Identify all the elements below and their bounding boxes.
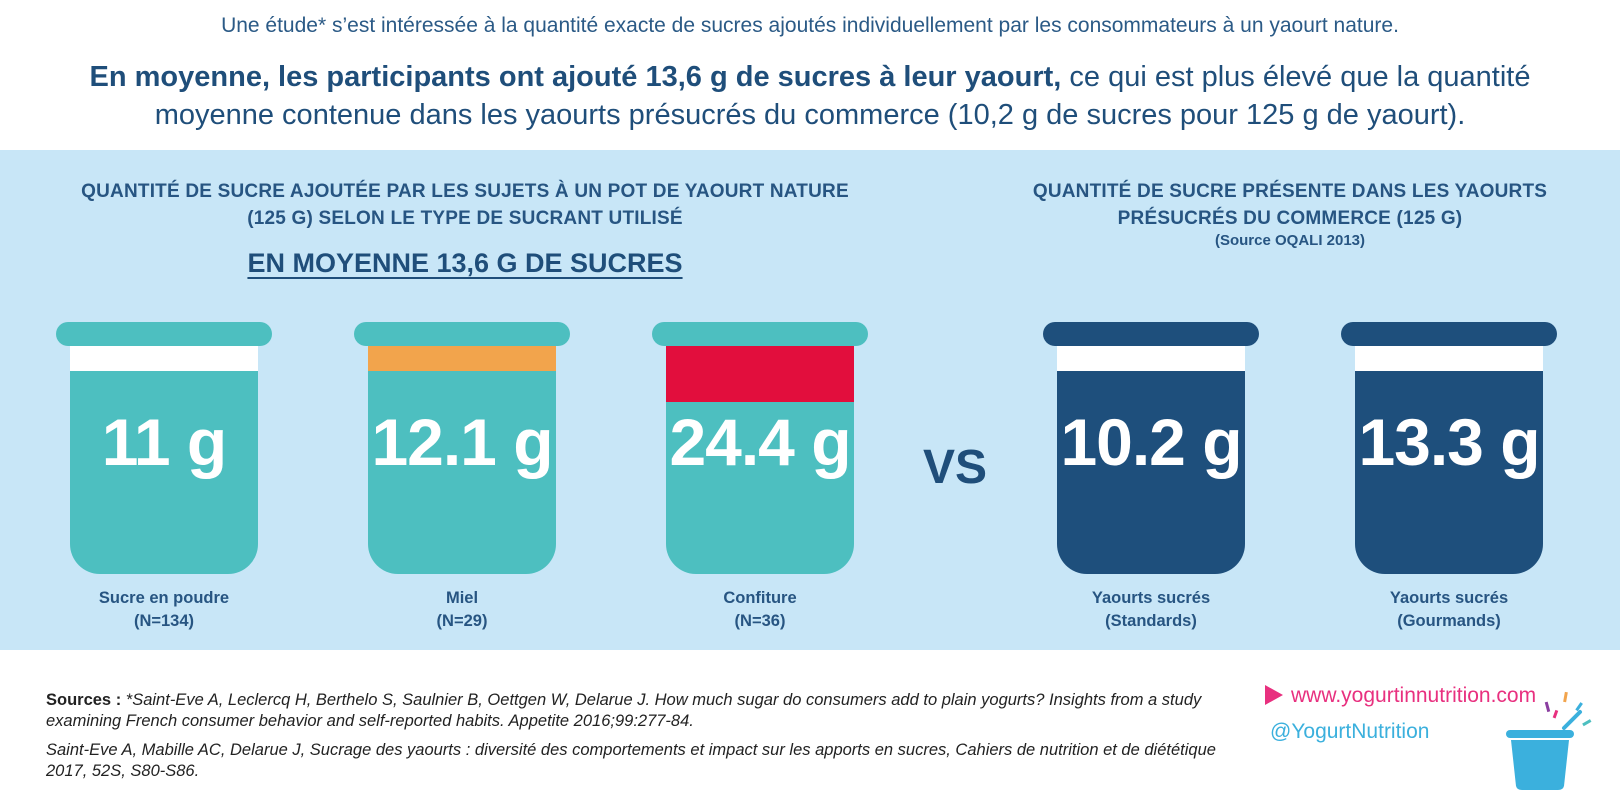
cup-value: 12.1 g <box>371 405 553 479</box>
left-section-title: QUANTITÉ DE SUCRE AJOUTÉE PAR LES SUJETS… <box>81 181 849 229</box>
play-triangle-icon <box>1265 685 1283 705</box>
twitter-handle[interactable]: @YogurtNutrition <box>1270 720 1430 743</box>
cup-body <box>70 371 258 574</box>
cup-sublabel: (N=36) <box>734 612 786 630</box>
cup-band <box>1057 346 1245 371</box>
cup-sucre-en-poudre: 11 g <box>56 322 272 574</box>
cup-value: 13.3 g <box>1358 405 1540 479</box>
cup-label-yaourts-gourmands: Yaourts sucrés (Gourmands) <box>1319 587 1579 633</box>
source-ref-2: Saint-Eve A, Mabille AC, Delarue J, Sucr… <box>46 741 1216 780</box>
cup-yaourts-gourmands: 13.3 g <box>1341 322 1557 574</box>
intro-text: Une étude* s’est intéressée à la quantit… <box>221 14 1399 37</box>
cup-label-sucre-en-poudre: Sucre en poudre (N=134) <box>34 587 294 633</box>
yogurt-cup-logo-icon <box>1506 691 1592 790</box>
website-link[interactable]: www.yogurtinnutrition.com <box>1265 684 1536 708</box>
cup-lid <box>1043 322 1259 346</box>
cup-band <box>666 346 854 402</box>
sources-label: Sources : <box>46 691 122 709</box>
cup-label-yaourts-standards: Yaourts sucrés (Standards) <box>1021 587 1281 633</box>
sources: Sources : *Saint-Eve A, Leclercq H, Bert… <box>46 690 1246 790</box>
headline-rest: ce qui est plus élevé que la quantité mo… <box>154 61 1531 131</box>
cup-yaourts-standards: 10.2 g <box>1043 322 1259 574</box>
cup-miel: 12.1 g <box>354 322 570 574</box>
cup-body <box>368 371 556 574</box>
cup-value: 24.4 g <box>669 405 851 479</box>
cup-lid <box>56 322 272 346</box>
website-text: www.yogurtinnutrition.com <box>1291 684 1537 707</box>
cup-sublabel: (Gourmands) <box>1397 612 1501 630</box>
cup-band <box>70 346 258 371</box>
cup-sublabel: (N=29) <box>436 612 488 630</box>
average-title-text: EN MOYENNE 13,6 G DE SUCRES <box>247 248 683 278</box>
cup-sublabel: (Standards) <box>1105 612 1197 630</box>
cup-label-confiture: Confiture (N=36) <box>630 587 890 633</box>
cup-confiture: 24.4 g <box>652 322 868 574</box>
right-section-source: (Source OQALI 2013) <box>1214 232 1366 249</box>
headline-bold: En moyenne, les participants ont ajouté … <box>89 61 1062 93</box>
cup-lid <box>652 322 868 346</box>
cup-band <box>368 346 556 371</box>
cup-label: Sucre en poudre <box>98 589 230 607</box>
headline: En moyenne, les participants ont ajouté … <box>30 58 1590 134</box>
cup-label: Yaourts sucrés <box>1389 589 1509 607</box>
cup-lid <box>1341 322 1557 346</box>
source-ref-1: Sources : *Saint-Eve A, Leclercq H, Bert… <box>46 690 1246 732</box>
cup-label: Yaourts sucrés <box>1091 589 1211 607</box>
source-ref-1-text: *Saint-Eve A, Leclercq H, Berthelo S, Sa… <box>46 691 1202 730</box>
cup-body <box>1057 371 1245 574</box>
cup-value: 11 g <box>101 405 227 479</box>
cup-body <box>666 402 854 574</box>
cup-lid <box>354 322 570 346</box>
right-section-title: QUANTITÉ DE SUCRE PRÉSENTE DANS LES YAOU… <box>1032 181 1548 229</box>
cup-body <box>1355 371 1543 574</box>
cup-label-miel: Miel (N=29) <box>332 587 592 633</box>
vs-text: VS <box>922 441 988 494</box>
cup-label: Confiture <box>723 589 797 607</box>
cup-label: Miel <box>445 589 479 607</box>
average-title: EN MOYENNE 13,6 G DE SUCRES <box>80 248 850 279</box>
cup-value: 10.2 g <box>1060 405 1242 479</box>
cup-band <box>1355 346 1543 371</box>
cup-sublabel: (N=134) <box>133 612 195 630</box>
